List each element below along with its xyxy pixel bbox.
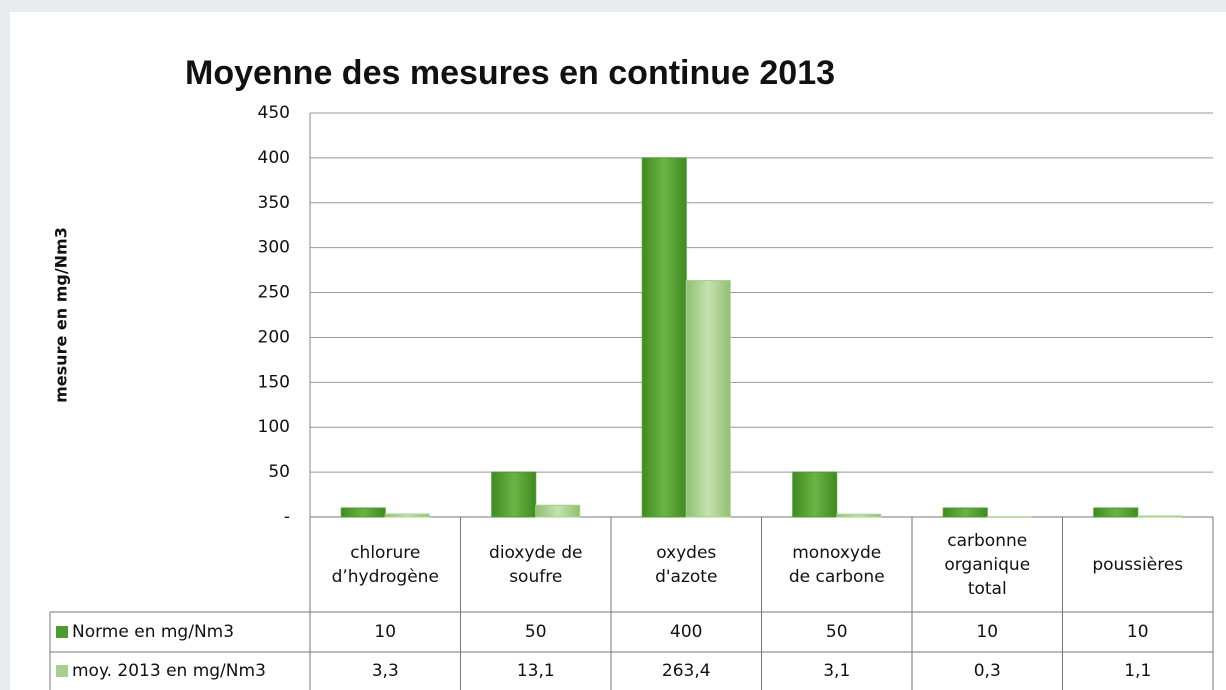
legend-swatch: [56, 626, 68, 638]
bar: [685, 280, 731, 518]
bar: [942, 507, 988, 518]
y-tick-label: 450: [258, 103, 290, 123]
table-value: 50: [826, 622, 848, 642]
x-tick-label: monoxyde: [792, 543, 881, 563]
table-value: 10: [1127, 622, 1149, 642]
legend-swatch: [56, 665, 68, 677]
bar: [986, 516, 1032, 518]
legend-label: Norme en mg/Nm3: [72, 622, 234, 642]
bar: [535, 504, 581, 518]
table-value: 10: [374, 622, 396, 642]
table-value: 0,3: [974, 661, 1001, 681]
chart-title: Moyenne des mesures en continue 2013: [185, 54, 835, 92]
table-value: 400: [670, 622, 702, 642]
y-tick-label: 100: [258, 417, 290, 437]
table-value: 3,1: [823, 661, 850, 681]
bar: [1093, 507, 1139, 518]
y-tick-label: 50: [268, 462, 290, 482]
bar: [340, 507, 386, 518]
table-value: 50: [525, 622, 547, 642]
x-tick-label: dioxyde de: [489, 543, 582, 563]
table-value: 10: [976, 622, 998, 642]
table-value: 1,1: [1124, 661, 1151, 681]
x-tick-label: oxydes: [656, 543, 716, 563]
x-tick-label: soufre: [509, 567, 562, 587]
table-value: 13,1: [517, 661, 555, 681]
x-tick-label: organique: [944, 555, 1030, 575]
x-tick-label: d’hydrogène: [332, 567, 439, 587]
table-value: 3,3: [372, 661, 399, 681]
chart-frame: [10, 12, 1226, 690]
table-value: 263,4: [662, 661, 711, 681]
bar: [1137, 515, 1183, 518]
y-tick-label: 400: [258, 148, 290, 168]
y-tick-label: 250: [258, 283, 290, 303]
y-tick-label: -: [284, 507, 290, 527]
y-tick-label: 150: [258, 372, 290, 392]
x-tick-label: chlorure: [350, 543, 420, 563]
x-tick-label: carbonne: [947, 531, 1027, 551]
y-tick-label: 200: [258, 327, 290, 347]
legend-label: moy. 2013 en mg/Nm3: [72, 661, 266, 681]
bar: [792, 471, 838, 518]
y-tick-label: 350: [258, 193, 290, 213]
x-tick-label: d'azote: [655, 567, 717, 587]
y-tick-label: 300: [258, 238, 290, 258]
bar: [641, 157, 687, 518]
bar: [384, 513, 430, 518]
x-tick-label: de carbone: [789, 567, 885, 587]
y-axis-label: mesure en mg/Nm3: [52, 227, 71, 403]
bar: [836, 513, 882, 518]
x-tick-label: total: [968, 579, 1007, 599]
bar: [491, 471, 537, 518]
x-tick-label: poussières: [1092, 555, 1183, 575]
